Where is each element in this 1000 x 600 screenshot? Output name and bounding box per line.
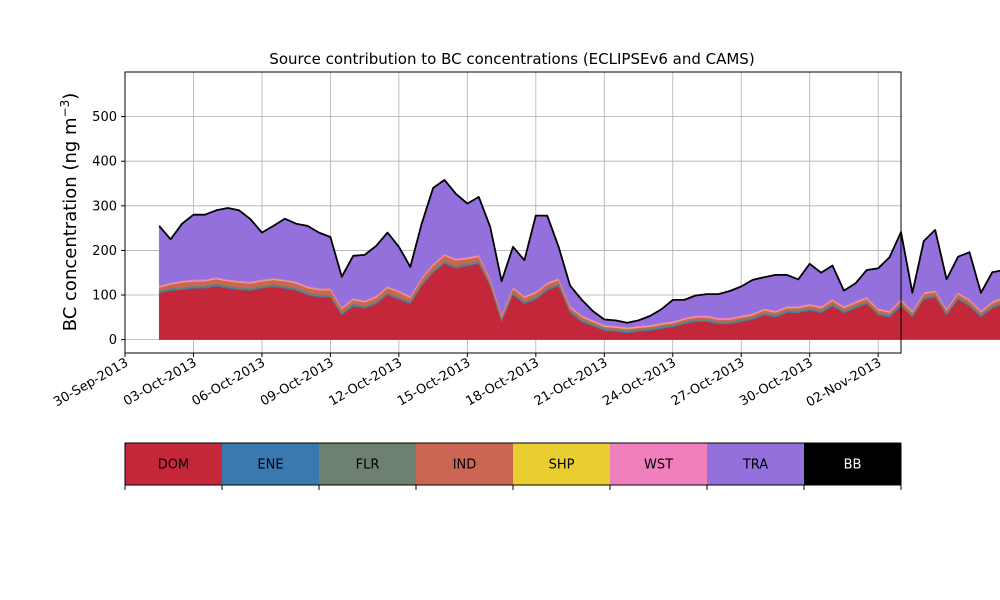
legend-frame — [124, 442, 902, 486]
legend-swatch-bb — [804, 443, 901, 485]
legend-label-tra: TRA — [742, 458, 768, 473]
legend-label-flr: FLR — [356, 458, 380, 473]
legend-swatch-shp — [513, 443, 610, 485]
stacked-areas — [158, 179, 1000, 340]
y-axis-label: BC concentration (ng m−3) — [58, 93, 81, 332]
grid — [124, 72, 901, 353]
legend-swatch-dom — [125, 443, 222, 485]
x-tick-label: 21-Oct-2013 — [532, 355, 610, 409]
y-axis-label-close: ) — [60, 93, 81, 100]
y-axis-ticks: 0 100 200 300 400 500 — [92, 110, 125, 348]
legend: DOM ENE FLR IND SHP WST TRA BB — [124, 442, 902, 490]
x-axis-ticks: 30-Sep-201303-Oct-201306-Oct-201309-Oct-… — [51, 353, 884, 410]
x-tick-label: 15-Oct-2013 — [395, 355, 473, 409]
y-tick-label: 400 — [92, 155, 117, 170]
x-tick-label: 03-Oct-2013 — [121, 355, 199, 409]
y-tick-label: 300 — [92, 199, 117, 214]
x-tick-label: 02-Nov-2013 — [804, 355, 884, 410]
y-tick-label: 500 — [92, 110, 117, 125]
x-tick-label: 30-Sep-2013 — [51, 355, 131, 410]
plot-frame — [124, 71, 902, 354]
legend-label-dom: DOM — [158, 458, 189, 473]
legend-swatch-ene — [222, 443, 319, 485]
y-axis-label-superscript: −3 — [58, 100, 72, 118]
total-line — [158, 179, 1000, 324]
x-tick-label: 30-Oct-2013 — [737, 355, 815, 409]
x-tick-label: 12-Oct-2013 — [326, 355, 404, 409]
legend-swatch-flr — [319, 443, 416, 485]
legend-label-ind: IND — [453, 458, 477, 473]
legend-label-ene: ENE — [257, 458, 283, 473]
legend-swatch-wst — [610, 443, 707, 485]
x-tick-label: 09-Oct-2013 — [258, 355, 336, 409]
total-line-path — [158, 179, 1000, 324]
x-tick-label: 18-Oct-2013 — [463, 355, 541, 409]
x-tick-label: 24-Oct-2013 — [600, 355, 678, 409]
x-tick-label: 27-Oct-2013 — [669, 355, 747, 409]
legend-label-bb: BB — [844, 458, 862, 473]
legend-swatch-tra — [707, 443, 804, 485]
x-tick-label: 06-Oct-2013 — [190, 355, 268, 409]
legend-label-shp: SHP — [549, 458, 575, 473]
y-axis-label-main: BC concentration (ng m — [60, 117, 81, 331]
legend-label-wst: WST — [644, 458, 673, 473]
y-tick-label: 200 — [92, 244, 117, 259]
y-tick-label: 100 — [92, 289, 117, 304]
chart-title: Source contribution to BC concentrations… — [269, 50, 754, 68]
legend-swatch-ind — [416, 443, 513, 485]
y-tick-label: 0 — [109, 333, 117, 348]
